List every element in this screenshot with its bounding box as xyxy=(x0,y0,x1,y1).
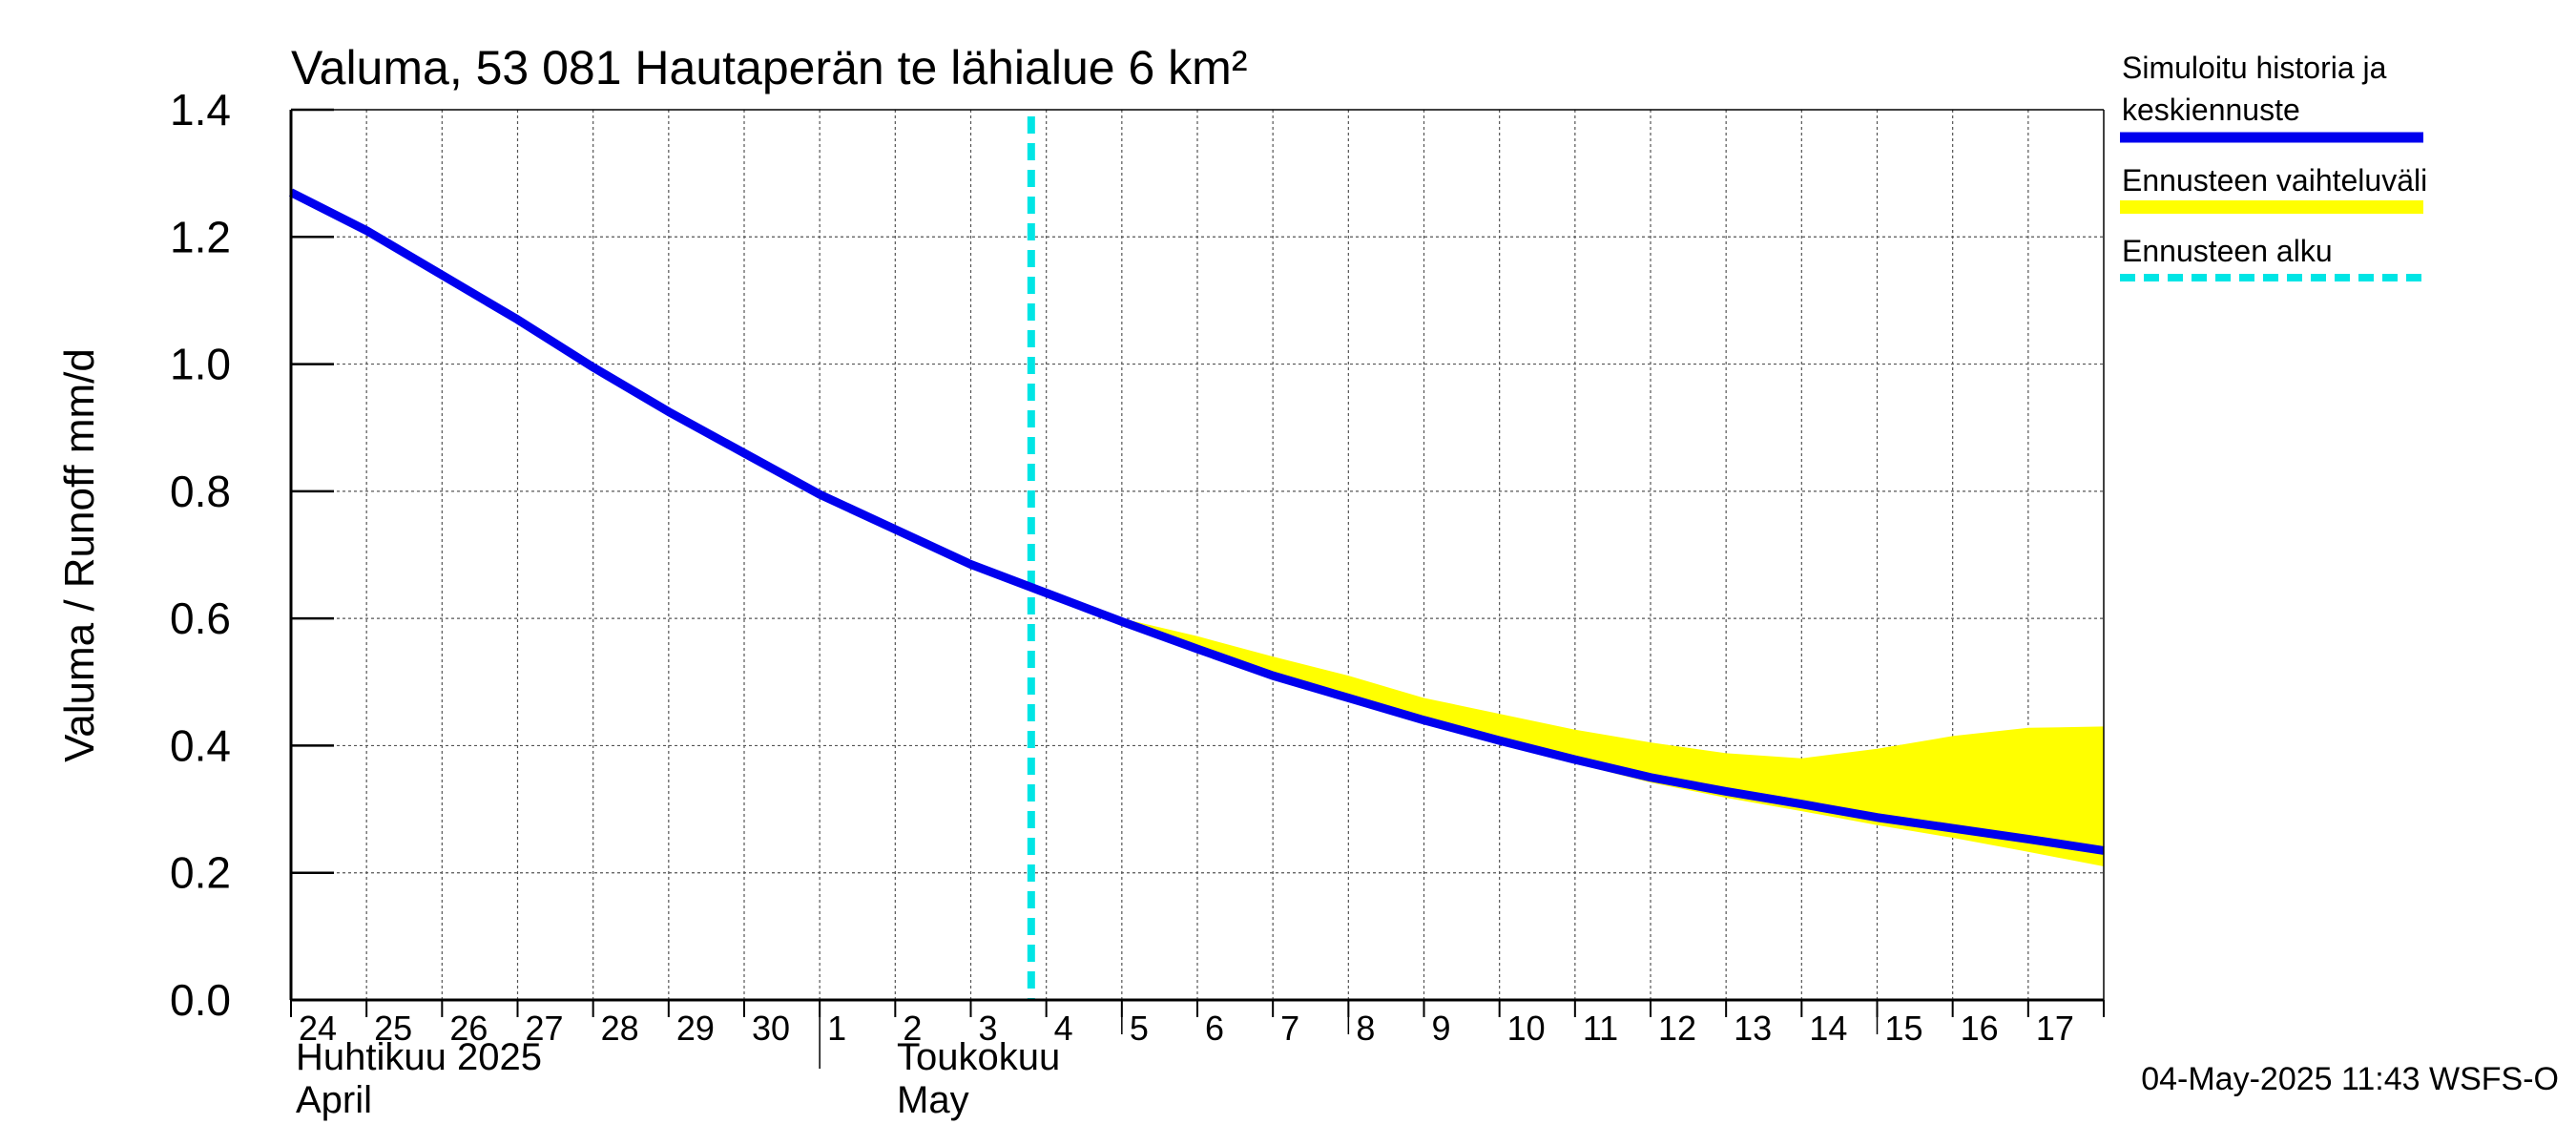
y-tick-label: 1.0 xyxy=(170,340,231,389)
x-tick-label: 7 xyxy=(1280,1009,1299,1048)
series-layer xyxy=(288,188,2105,855)
month-label-may-en: May xyxy=(897,1079,969,1121)
x-tick-label: 4 xyxy=(1054,1009,1073,1048)
x-tick-label: 1 xyxy=(827,1009,846,1048)
x-tick-label: 13 xyxy=(1734,1009,1772,1048)
x-tick-label: 14 xyxy=(1809,1009,1847,1048)
y-tick-label: 1.4 xyxy=(170,85,231,135)
forecast-range-band xyxy=(1046,593,2104,867)
x-tick-label: 29 xyxy=(676,1009,715,1048)
x-tick-label: 10 xyxy=(1507,1009,1546,1048)
x-tick-label: 27 xyxy=(526,1009,564,1048)
x-tick-label: 12 xyxy=(1658,1009,1696,1048)
y-tick-label: 0.2 xyxy=(170,848,231,898)
x-tick-label: 16 xyxy=(1961,1009,1999,1048)
grid-lines xyxy=(291,110,2104,1000)
y-tick-label: 0.6 xyxy=(170,593,231,643)
footer-timestamp: 04-May-2025 11:43 WSFS-O xyxy=(2141,1061,2559,1097)
month-label-april-en: April xyxy=(296,1079,372,1121)
month-labels: Huhtikuu 2025 April Toukokuu May xyxy=(296,1036,1060,1121)
month-label-april-fi: Huhtikuu 2025 xyxy=(296,1036,542,1078)
x-tick-label: 24 xyxy=(299,1009,337,1048)
legend-sim-label-1: Simuloitu historia ja xyxy=(2122,51,2387,85)
y-tick-label: 0.0 xyxy=(170,975,231,1025)
x-tick-label: 26 xyxy=(449,1009,488,1048)
x-tick-label: 8 xyxy=(1356,1009,1375,1048)
chart-title: Valuma, 53 081 Hautaperän te lähialue 6 … xyxy=(291,41,1247,94)
x-tick-label: 30 xyxy=(752,1009,790,1048)
y-axis-label: Valuma / Runoff mm/d xyxy=(56,348,103,762)
x-tick-label: 9 xyxy=(1432,1009,1451,1048)
x-tick-label: 28 xyxy=(601,1009,639,1048)
tick-labels: 0.00.20.40.60.81.01.21.424 25 26 27 28 29 30 1 2… xyxy=(170,85,2074,1048)
x-tick-label: 6 xyxy=(1205,1009,1224,1048)
x-tick-label: 15 xyxy=(1885,1009,1923,1048)
month-label-may-fi: Toukokuu xyxy=(897,1036,1060,1078)
x-tick-label: 17 xyxy=(2036,1009,2074,1048)
x-tick-label: 5 xyxy=(1130,1009,1149,1048)
x-tick-label: 11 xyxy=(1583,1009,1618,1048)
x-tick-label: 2 xyxy=(903,1009,922,1048)
legend-sim-label-2: keskiennuste xyxy=(2122,93,2300,127)
forecast-range-band-layer xyxy=(1046,593,2104,867)
legend-band-label: Ennusteen vaihteluväli xyxy=(2122,163,2427,198)
x-tick-label: 3 xyxy=(979,1009,998,1048)
y-tick-label: 0.4 xyxy=(170,720,231,770)
legend-forecast-label: Ennusteen alku xyxy=(2122,234,2333,268)
axes xyxy=(289,108,2105,1069)
y-tick-label: 0.8 xyxy=(170,467,231,516)
series-line-0 xyxy=(288,188,2105,855)
y-tick-label: 1.2 xyxy=(170,212,231,261)
legend: Simuloitu historia ja keskiennuste Ennus… xyxy=(2120,51,2427,281)
x-tick-label: 25 xyxy=(374,1009,412,1048)
